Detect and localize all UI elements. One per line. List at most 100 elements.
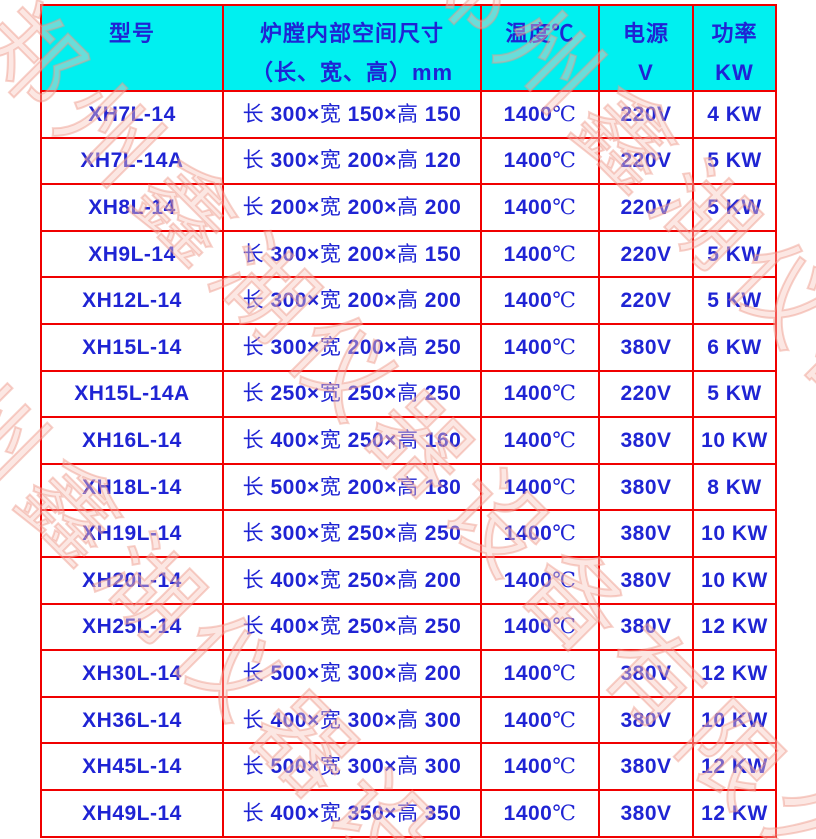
cell-temp: 1400℃ [480, 695, 600, 745]
cell-model: XH19L-14 [40, 509, 224, 558]
table-row: XH18L-14 长 500×宽 200×高 180 1400℃ 380V 8 KW [40, 462, 777, 512]
cell-voltage: 380V [598, 742, 694, 791]
cell-model: XH9L-14 [40, 229, 224, 279]
table-row: XH45L-14 长 500×宽 300×高 300 1400℃ 380V 12 KW [40, 742, 777, 791]
table-row: XH25L-14 长 400×宽 250×高 250 1400℃ 380V 12 KW [40, 602, 777, 652]
cell-dims: 长 500×宽 200×高 180 [222, 462, 482, 512]
cell-temp: 1400℃ [480, 788, 600, 838]
table-row: XH15L-14A 长 250×宽 250×高 250 1400℃ 220V 5 KW [40, 369, 777, 419]
cell-voltage: 220V [598, 90, 694, 139]
cell-model: XH49L-14 [40, 788, 224, 838]
cell-voltage: 220V [598, 136, 694, 186]
cell-power: 5 KW [692, 276, 777, 325]
header-line1: 炉膛内部空间尺寸 [259, 21, 444, 46]
header-cell-dims: 炉膛内部空间尺寸 （长、宽、高）mm [222, 4, 482, 92]
cell-power: 12 KW [692, 649, 777, 698]
cell-temp: 1400℃ [480, 742, 600, 791]
cell-power: 10 KW [692, 555, 777, 605]
cell-model: XH36L-14 [40, 695, 224, 745]
cell-voltage: 220V [598, 276, 694, 325]
cell-temp: 1400℃ [480, 649, 600, 698]
cell-dims: 长 300×宽 200×高 120 [222, 136, 482, 186]
cell-temp: 1400℃ [480, 509, 600, 558]
cell-dims: 长 300×宽 200×高 150 [222, 229, 482, 279]
cell-voltage: 380V [598, 322, 694, 372]
cell-temp: 1400℃ [480, 555, 600, 605]
header-cell-temp: 温度℃ [480, 4, 600, 92]
cell-power: 12 KW [692, 742, 777, 791]
header-line2: （长、宽、高）mm [250, 60, 454, 85]
cell-voltage: 380V [598, 695, 694, 745]
cell-voltage: 220V [598, 229, 694, 279]
spec-table-body: XH7L-14 长 300×宽 150×高 150 1400℃ 220V 4 KW XH7… [40, 90, 777, 838]
cell-model: XH16L-14 [40, 416, 224, 465]
furnace-spec-table: 型号 炉膛内部空间尺寸 （长、宽、高）mm 温度℃ 电源 V 功率 KW XH7L-14 长 3… [40, 4, 777, 838]
cell-dims: 长 500×宽 300×高 300 [222, 742, 482, 791]
cell-model: XH25L-14 [40, 602, 224, 652]
cell-temp: 1400℃ [480, 602, 600, 652]
cell-power: 12 KW [692, 602, 777, 652]
header-row: 型号 炉膛内部空间尺寸 （长、宽、高）mm 温度℃ 电源 V 功率 KW [40, 4, 777, 92]
cell-power: 8 KW [692, 462, 777, 512]
cell-power: 5 KW [692, 136, 777, 186]
cell-dims: 长 200×宽 200×高 200 [222, 183, 482, 232]
cell-power: 10 KW [692, 509, 777, 558]
cell-temp: 1400℃ [480, 183, 600, 232]
table-row: XH7L-14 长 300×宽 150×高 150 1400℃ 220V 4 KW [40, 90, 777, 139]
cell-dims: 长 400×宽 350×高 350 [222, 788, 482, 838]
cell-temp: 1400℃ [480, 90, 600, 139]
spec-table-header: 型号 炉膛内部空间尺寸 （长、宽、高）mm 温度℃ 电源 V 功率 KW [40, 4, 777, 92]
cell-temp: 1400℃ [480, 229, 600, 279]
header-line1: 电源 [622, 21, 669, 46]
cell-model: XH12L-14 [40, 276, 224, 325]
header-cell-power: 功率 KW [692, 4, 777, 92]
table-row: XH15L-14 长 300×宽 200×高 250 1400℃ 380V 6 KW [40, 322, 777, 372]
cell-temp: 1400℃ [480, 322, 600, 372]
cell-temp: 1400℃ [480, 416, 600, 465]
cell-dims: 长 300×宽 200×高 200 [222, 276, 482, 325]
cell-dims: 长 400×宽 250×高 250 [222, 602, 482, 652]
cell-temp: 1400℃ [480, 276, 600, 325]
header-cell-voltage: 电源 V [598, 4, 694, 92]
cell-dims: 长 400×宽 250×高 160 [222, 416, 482, 465]
cell-voltage: 220V [598, 369, 694, 419]
cell-model: XH18L-14 [40, 462, 224, 512]
table-row: XH8L-14 长 200×宽 200×高 200 1400℃ 220V 5 KW [40, 183, 777, 232]
cell-temp: 1400℃ [480, 136, 600, 186]
cell-dims: 长 300×宽 200×高 250 [222, 322, 482, 372]
cell-model: XH15L-14A [40, 369, 224, 419]
table-row: XH16L-14 长 400×宽 250×高 160 1400℃ 380V 10 KW [40, 416, 777, 465]
table-row: XH12L-14 长 300×宽 200×高 200 1400℃ 220V 5 KW [40, 276, 777, 325]
cell-dims: 长 500×宽 300×高 200 [222, 649, 482, 698]
cell-model: XH30L-14 [40, 649, 224, 698]
table-row: XH30L-14 长 500×宽 300×高 200 1400℃ 380V 12 KW [40, 649, 777, 698]
cell-power: 4 KW [692, 90, 777, 139]
table-row: XH7L-14A 长 300×宽 200×高 120 1400℃ 220V 5 KW [40, 136, 777, 186]
cell-model: XH15L-14 [40, 322, 224, 372]
header-line1: 型号 [108, 21, 155, 46]
cell-voltage: 380V [598, 788, 694, 838]
cell-power: 6 KW [692, 322, 777, 372]
cell-power: 12 KW [692, 788, 777, 838]
cell-model: XH20L-14 [40, 555, 224, 605]
cell-model: XH7L-14 [40, 90, 224, 139]
cell-voltage: 380V [598, 649, 694, 698]
table-row: XH49L-14 长 400×宽 350×高 350 1400℃ 380V 12 KW [40, 788, 777, 838]
cell-power: 5 KW [692, 229, 777, 279]
cell-dims: 长 300×宽 150×高 150 [222, 90, 482, 139]
cell-model: XH8L-14 [40, 183, 224, 232]
cell-voltage: 380V [598, 602, 694, 652]
header-line1: 功率 [711, 21, 758, 46]
cell-voltage: 380V [598, 416, 694, 465]
cell-dims: 长 400×宽 300×高 300 [222, 695, 482, 745]
cell-temp: 1400℃ [480, 462, 600, 512]
cell-dims: 长 400×宽 250×高 200 [222, 555, 482, 605]
cell-power: 5 KW [692, 369, 777, 419]
cell-dims: 长 300×宽 250×高 250 [222, 509, 482, 558]
table-row: XH36L-14 长 400×宽 300×高 300 1400℃ 380V 10 KW [40, 695, 777, 745]
cell-power: 10 KW [692, 695, 777, 745]
header-line1: 温度℃ [505, 21, 575, 46]
cell-temp: 1400℃ [480, 369, 600, 419]
cell-voltage: 380V [598, 509, 694, 558]
